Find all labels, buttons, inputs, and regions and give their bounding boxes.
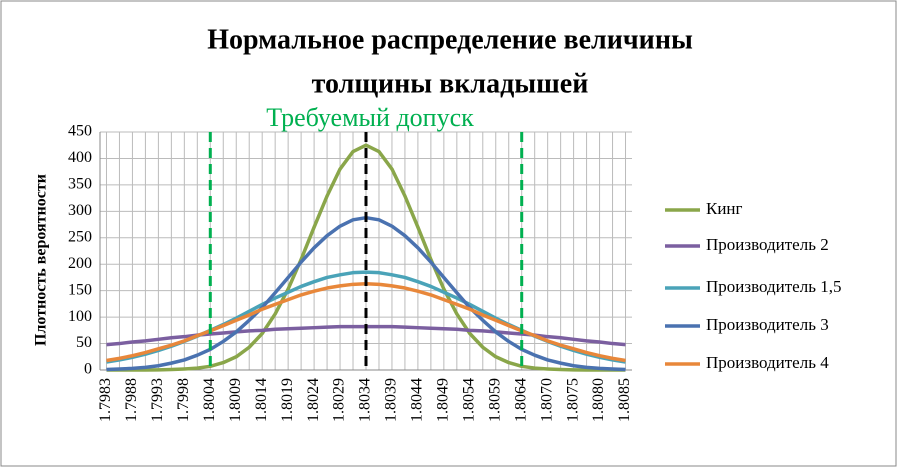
x-tick-label: 1.8059 bbox=[486, 378, 503, 422]
y-tick-label: 100 bbox=[68, 308, 92, 325]
x-tick-label: 1.8004 bbox=[201, 378, 218, 422]
y-tick-label: 450 bbox=[68, 123, 92, 140]
y-tick-label: 0 bbox=[84, 361, 92, 378]
x-tick-label: 1.8009 bbox=[227, 378, 244, 422]
x-tick-label: 1.8049 bbox=[435, 378, 452, 422]
x-tick-label: 1.8024 bbox=[305, 378, 322, 422]
x-tick-label: 1.8070 bbox=[538, 378, 555, 422]
y-tick-label: 250 bbox=[68, 228, 92, 245]
x-tick-label: 1.8029 bbox=[331, 378, 348, 422]
legend-label: Производитель 1,5 bbox=[706, 277, 841, 296]
x-tick-label: 1.7993 bbox=[149, 378, 166, 422]
x-tick-label: 1.8044 bbox=[409, 378, 426, 422]
x-tick-label: 1.8034 bbox=[357, 378, 374, 422]
x-tick-label: 1.8014 bbox=[253, 378, 270, 422]
y-tick-label: 50 bbox=[76, 334, 92, 351]
y-tick-label: 350 bbox=[68, 176, 92, 193]
chart-title: Нормальное распределение величины bbox=[207, 24, 693, 55]
x-tick-label: 1.7983 bbox=[97, 378, 114, 422]
legend-label: Производитель 2 bbox=[706, 235, 829, 254]
x-tick-label: 1.8080 bbox=[590, 378, 607, 422]
x-tick-label: 1.8075 bbox=[564, 378, 581, 422]
annotation: Требуемый допуск bbox=[266, 103, 474, 132]
series-line bbox=[106, 143, 626, 372]
x-tick-label: 1.8085 bbox=[616, 378, 633, 422]
legend-label: Производитель 4 bbox=[706, 353, 829, 372]
legend-label: Кинг bbox=[706, 199, 743, 218]
legend-label: Производитель 3 bbox=[706, 315, 829, 334]
y-axis-label: Плотность вероятности bbox=[33, 174, 50, 346]
x-tick-label: 1.8064 bbox=[512, 378, 529, 422]
y-tick-label: 200 bbox=[68, 255, 92, 272]
x-tick-label: 1.7998 bbox=[175, 378, 192, 422]
x-tick-label: 1.8019 bbox=[279, 378, 296, 422]
y-tick-label: 400 bbox=[68, 149, 92, 166]
chart-title: толщины вкладышей bbox=[312, 68, 589, 99]
y-tick-label: 300 bbox=[68, 202, 92, 219]
x-tick-label: 1.8054 bbox=[460, 378, 477, 422]
y-tick-label: 150 bbox=[68, 281, 92, 298]
x-tick-label: 1.7988 bbox=[123, 378, 140, 422]
x-tick-label: 1.8039 bbox=[383, 378, 400, 422]
